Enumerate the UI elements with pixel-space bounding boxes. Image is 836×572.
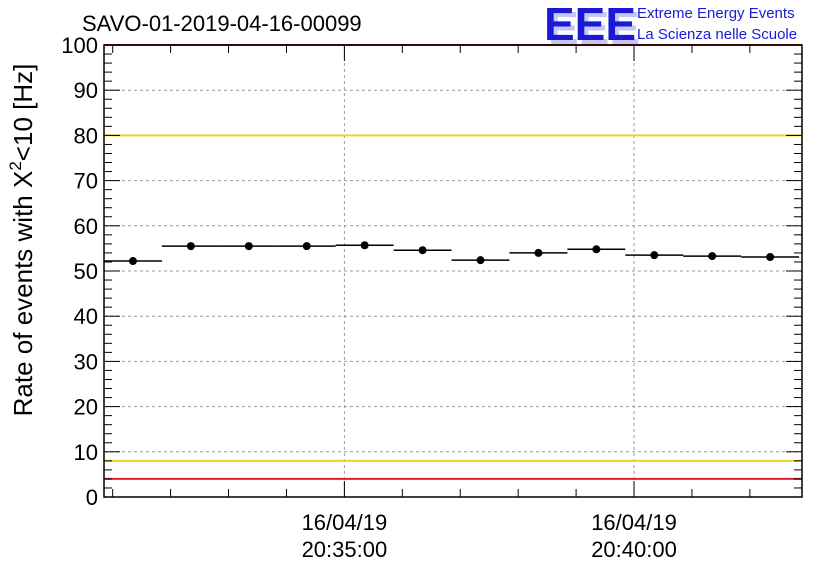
chart-title: SAVO-01-2019-04-16-00099 <box>82 11 362 36</box>
x-tick-label-date: 16/04/19 <box>302 510 388 535</box>
x-tick-label-time: 20:35:00 <box>302 537 388 562</box>
y-tick-label: 0 <box>86 485 98 510</box>
y-tick-label: 50 <box>74 259 98 284</box>
y-tick-label: 30 <box>74 349 98 374</box>
eee-logo: EEE EEE Extreme Energy Events La Scienza… <box>544 0 797 54</box>
logo-line2: La Scienza nelle Scuole <box>637 26 797 43</box>
data-point <box>476 256 485 265</box>
y-axis-label-suffix: <10 [Hz] <box>8 64 38 162</box>
data-point <box>186 242 195 251</box>
data-point <box>128 257 137 266</box>
data-point <box>360 241 369 250</box>
logo-line1: Extreme Energy Events <box>637 5 795 22</box>
y-tick-label: 70 <box>74 169 98 194</box>
data-point <box>708 252 717 261</box>
axes: 010203040506070809010016/04/1920:35:0016… <box>61 33 803 562</box>
data-point <box>302 242 311 251</box>
x-tick-label-date: 16/04/19 <box>591 510 677 535</box>
y-axis-label-superscript: 2 <box>6 161 25 170</box>
y-tick-label: 10 <box>74 440 98 465</box>
y-tick-label: 90 <box>74 78 98 103</box>
reference-lines <box>104 44 802 480</box>
y-tick-label: 100 <box>61 33 98 58</box>
grid-lines <box>104 45 802 497</box>
data-point <box>592 245 601 254</box>
y-tick-label: 20 <box>74 395 98 420</box>
data-point <box>534 248 543 257</box>
data-point <box>244 242 253 251</box>
y-tick-label: 60 <box>74 214 98 239</box>
logo-mark-shadow: EEE <box>548 2 640 54</box>
data-point <box>766 252 775 261</box>
data-point <box>650 251 659 260</box>
data-point <box>418 246 427 255</box>
logo-mark: EEE <box>544 0 636 50</box>
data-series <box>104 241 800 266</box>
y-axis-label: Rate of events with X2<10 [Hz] <box>6 64 38 417</box>
y-axis-label-prefix: Rate of events with X <box>8 171 38 417</box>
y-tick-label: 80 <box>74 123 98 148</box>
y-tick-label: 40 <box>74 304 98 329</box>
x-tick-label-time: 20:40:00 <box>591 537 677 562</box>
